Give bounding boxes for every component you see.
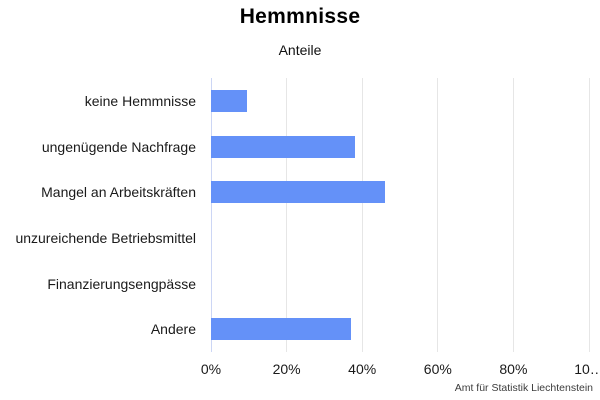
bar-row <box>211 124 589 170</box>
bar-row <box>211 215 589 261</box>
category-label: Mangel an Arbeitskräften <box>41 184 196 201</box>
x-axis-tick-labels: 0% 20% 40% 60% 80% 10… <box>201 361 600 381</box>
source-attribution: Amt für Statistik Liechtenstein <box>454 382 593 394</box>
x-tick-label: 40% <box>348 361 377 377</box>
bar[interactable] <box>211 135 355 158</box>
category-label: unzureichende Betriebsmittel <box>15 229 196 246</box>
bar[interactable] <box>211 89 247 112</box>
gridline <box>361 78 363 352</box>
plot-area <box>210 78 590 352</box>
chart-subtitle: Anteile <box>278 42 322 58</box>
x-tick-label: 10… <box>574 361 600 377</box>
gridline <box>512 78 514 352</box>
axis-baseline <box>210 78 212 352</box>
bar-row <box>211 78 589 124</box>
gridline <box>588 78 590 352</box>
chart-title: Hemmnisse <box>239 5 361 28</box>
gridline <box>437 78 439 352</box>
bar[interactable] <box>211 181 385 204</box>
bar-row <box>211 306 589 352</box>
x-tick-label: 60% <box>423 361 452 377</box>
category-axis-labels: keine Hemmnisse ungenügende Nachfrage Mang… <box>0 78 196 352</box>
gridline <box>286 78 288 352</box>
bar-row <box>211 261 589 307</box>
x-tick-label: 20% <box>272 361 301 377</box>
bar-series <box>211 78 589 352</box>
x-tick-label: 0% <box>200 361 222 377</box>
x-tick-label: 80% <box>499 361 528 377</box>
bar-row <box>211 169 589 215</box>
bar[interactable] <box>211 318 351 341</box>
category-label: ungenügende Nachfrage <box>41 138 196 155</box>
category-label: Andere <box>150 321 196 338</box>
category-label: Finanzierungsengpässe <box>47 275 196 292</box>
category-label: keine Hemmnisse <box>84 92 196 109</box>
